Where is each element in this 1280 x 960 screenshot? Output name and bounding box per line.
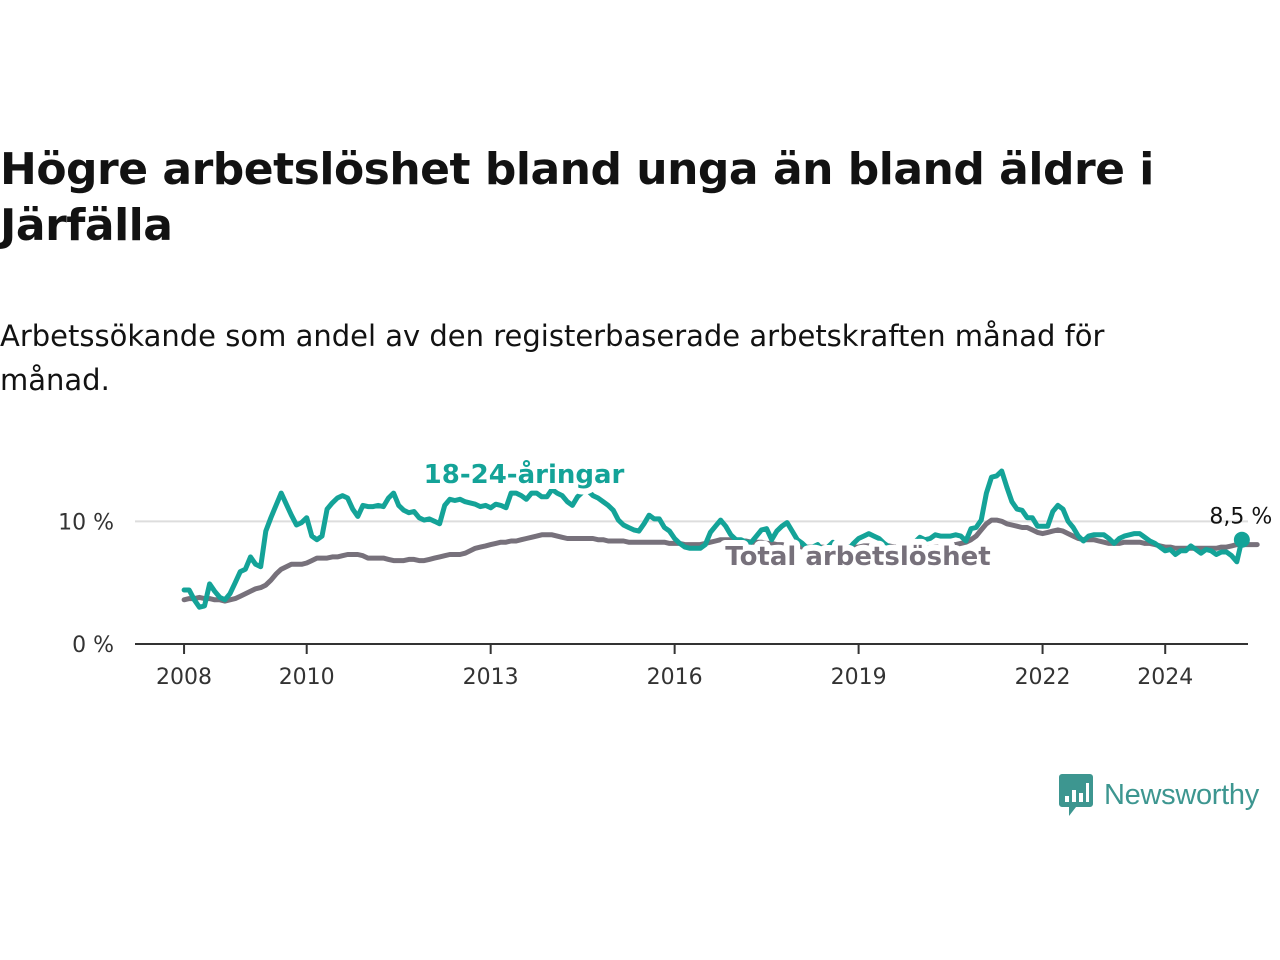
end-point-marker bbox=[1233, 531, 1250, 548]
series-label-total-halo: Total arbetslöshet bbox=[725, 542, 990, 572]
x-tick-label: 2013 bbox=[463, 665, 519, 690]
x-axis: 2008 2010 2013 2016 2019 2022 2024 bbox=[135, 643, 1248, 690]
y-axis-labels: 0 % 10 % bbox=[58, 510, 114, 658]
x-tick-label: 2024 bbox=[1137, 665, 1193, 690]
newsworthy-logo[interactable]: Newsworthy bbox=[1058, 772, 1259, 818]
y-tick-label: 0 % bbox=[72, 633, 114, 658]
series-label-youth: 18-24-åringar bbox=[424, 458, 625, 490]
series-line-total bbox=[181, 517, 1260, 604]
x-tick-label: 2008 bbox=[156, 665, 212, 690]
series-line-youth bbox=[181, 468, 1245, 610]
chart-subtitle: Arbetssökande som andel av den registerb… bbox=[0, 319, 1105, 397]
brand-name: Newsworthy bbox=[1104, 778, 1259, 811]
x-tick-label: 2022 bbox=[1015, 665, 1071, 690]
series-label-youth-halo: 18-24-åringar bbox=[424, 458, 625, 490]
x-tick-label: 2019 bbox=[831, 665, 887, 690]
x-tick-label: 2016 bbox=[647, 665, 703, 690]
end-value-label: 8,5 % bbox=[1209, 505, 1272, 530]
series-lines bbox=[181, 468, 1260, 610]
series-label-total: Total arbetslöshet bbox=[725, 542, 990, 572]
x-tick-label: 2010 bbox=[279, 665, 335, 690]
bar-chart-bubble-icon bbox=[1059, 774, 1093, 816]
chart-title: Högre arbetslöshet bland unga än bland ä… bbox=[0, 144, 1154, 251]
y-tick-label: 10 % bbox=[58, 510, 114, 535]
